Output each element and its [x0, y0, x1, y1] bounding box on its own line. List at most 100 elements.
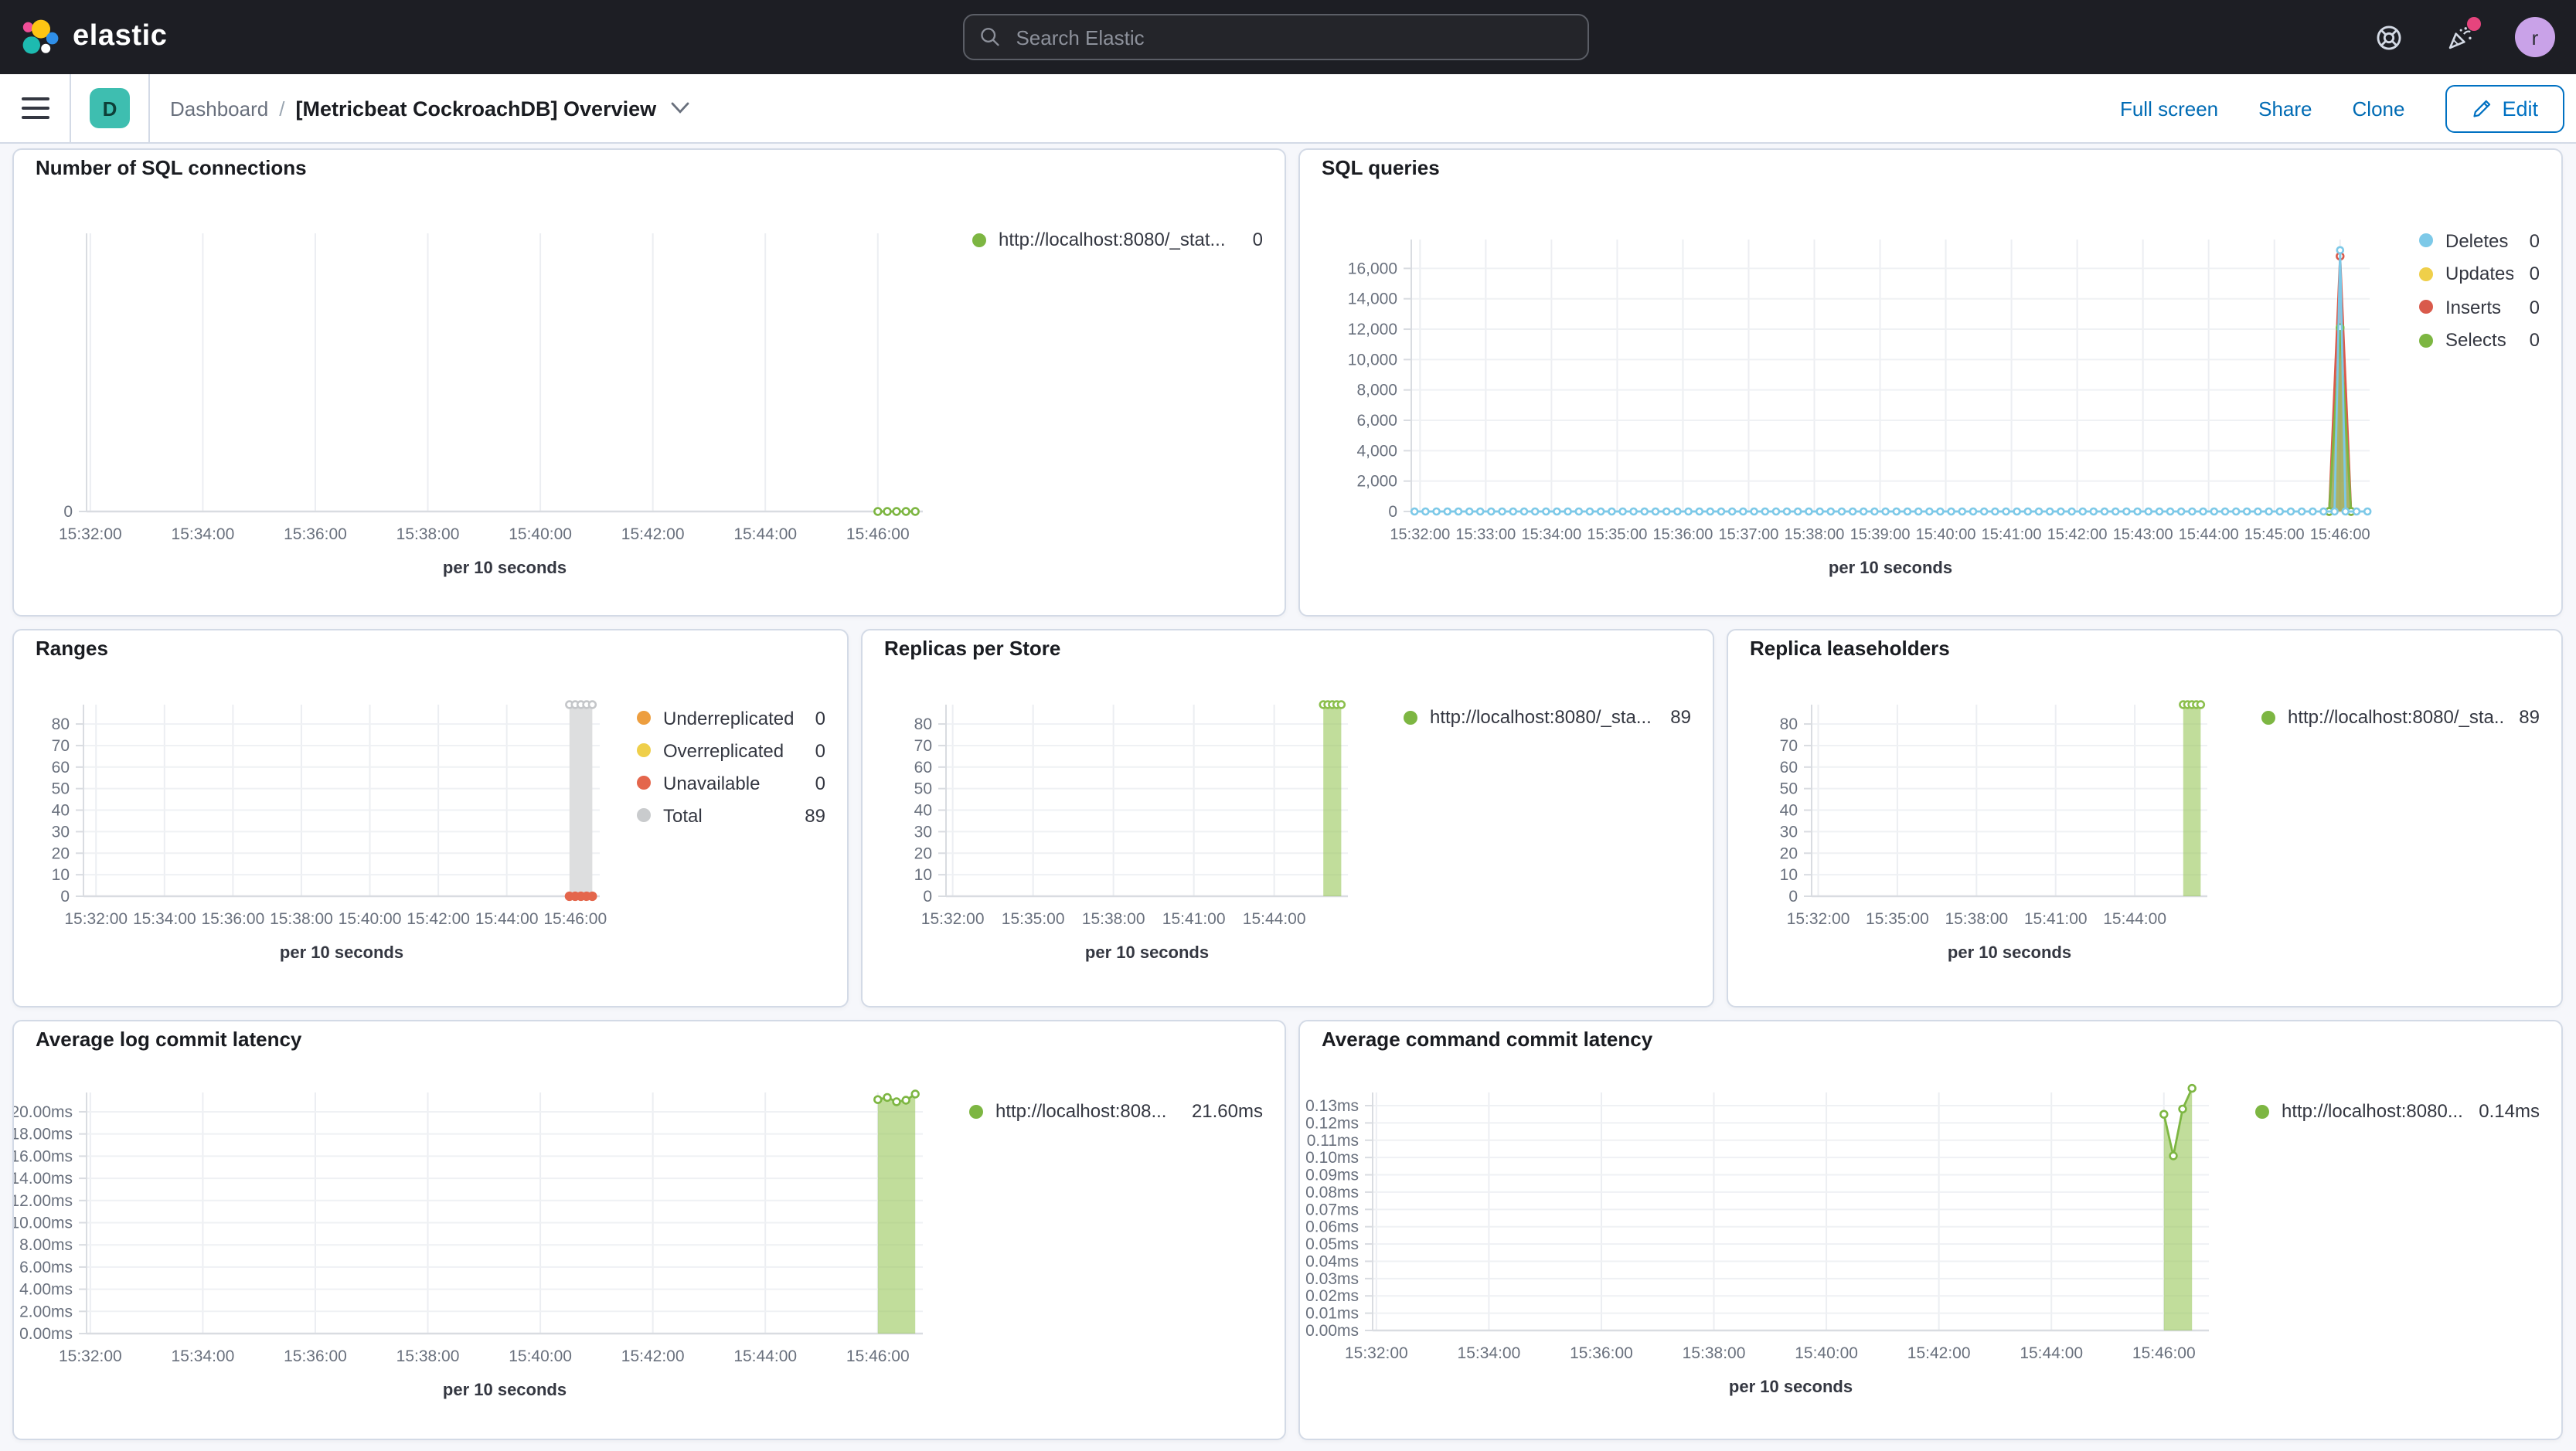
- global-search: [963, 14, 1589, 60]
- legend-value: 0.14ms: [2479, 1100, 2540, 1122]
- svg-text:15:38:00: 15:38:00: [270, 910, 333, 928]
- svg-text:10,000: 10,000: [1348, 351, 1397, 369]
- legend-color-dot: [2419, 233, 2433, 248]
- legend-label[interactable]: Total: [663, 804, 703, 826]
- svg-text:80: 80: [914, 715, 932, 733]
- legend-avg-log-commit-latency: http://localhost:808... 21.60ms: [969, 1096, 1263, 1126]
- svg-text:15:44:00: 15:44:00: [2179, 526, 2239, 543]
- user-avatar[interactable]: r: [2515, 17, 2555, 57]
- edit-button-label: Edit: [2502, 97, 2538, 120]
- panel-title-avg-log-commit-latency[interactable]: Average log commit latency: [36, 1028, 302, 1051]
- svg-text:80: 80: [1780, 715, 1798, 733]
- svg-text:15:32:00: 15:32:00: [1787, 910, 1850, 928]
- avatar-initial: r: [2531, 25, 2539, 49]
- legend-label[interactable]: Updates: [2445, 263, 2514, 285]
- breadcrumb-separator: /: [279, 97, 285, 120]
- svg-text:15:36:00: 15:36:00: [284, 525, 347, 543]
- global-header: elastic: [0, 0, 2576, 74]
- svg-text:80: 80: [52, 715, 70, 733]
- panel-title-ranges[interactable]: Ranges: [36, 637, 108, 660]
- svg-text:15:41:00: 15:41:00: [2024, 910, 2088, 928]
- chart-sql-queries: 0 2,000 4,000 6,000 8,000 10,000 12,000 14,000 1…: [1348, 240, 2372, 577]
- newsfeed-button[interactable]: [2444, 17, 2481, 53]
- legend-label[interactable]: http://localhost:8080/_sta...: [1430, 706, 1652, 728]
- svg-text:15:40:00: 15:40:00: [339, 910, 402, 928]
- chart-avg-log-commit-latency: 0.00ms 2.00ms 4.00ms 6.00ms 8.00ms 10.00ms 12.…: [14, 1089, 923, 1399]
- svg-text:20: 20: [1780, 844, 1798, 862]
- svg-text:15:36:00: 15:36:00: [202, 910, 265, 928]
- svg-text:per 10 seconds: per 10 seconds: [1948, 943, 2071, 962]
- full-screen-button[interactable]: Full screen: [2119, 97, 2219, 120]
- legend-label[interactable]: Unavailable: [663, 772, 761, 793]
- legend-label[interactable]: Inserts: [2445, 296, 2502, 318]
- legend-color-dot: [1404, 710, 1417, 724]
- menu-button[interactable]: [0, 74, 71, 142]
- title-menu-button[interactable]: [670, 102, 689, 114]
- share-button[interactable]: Share: [2258, 97, 2312, 120]
- svg-text:50: 50: [914, 780, 932, 798]
- chart-avg-command-commit-latency: 0.00ms0.01ms0.02ms0.03ms0.04ms0.05ms0.06…: [1305, 1083, 2209, 1396]
- svg-text:per 10 seconds: per 10 seconds: [1729, 1377, 1853, 1396]
- search-input[interactable]: [1012, 24, 1572, 50]
- space-badge-button[interactable]: D: [71, 74, 150, 142]
- svg-text:70: 70: [914, 737, 932, 755]
- svg-text:8.00ms: 8.00ms: [19, 1236, 73, 1254]
- chart-replicas-per-store: 0 10 20 30 40 50 60 70 80 15:32:00 15:35:00 15:38:0…: [914, 700, 1348, 962]
- svg-text:0.09ms: 0.09ms: [1305, 1167, 1359, 1184]
- edit-button[interactable]: Edit: [2445, 84, 2564, 132]
- legend-label[interactable]: http://localhost:8080/_stat...: [999, 229, 1226, 250]
- legend-row: Unavailable 0: [637, 766, 825, 799]
- svg-text:12,000: 12,000: [1348, 321, 1397, 338]
- svg-text:10: 10: [1780, 866, 1798, 884]
- legend-value: 0: [815, 707, 825, 729]
- panel-title-replicas-per-store[interactable]: Replicas per Store: [884, 637, 1061, 660]
- page-title: [Metricbeat CockroachDB] Overview: [295, 97, 657, 120]
- legend-row: http://localhost:8080/_sta... 89: [2261, 702, 2540, 732]
- svg-text:15:40:00: 15:40:00: [1916, 526, 1976, 543]
- svg-text:15:46:00: 15:46:00: [543, 910, 607, 928]
- panel-title-replica-leaseholders[interactable]: Replica leaseholders: [1750, 637, 1950, 660]
- svg-text:15:42:00: 15:42:00: [621, 1347, 685, 1365]
- panel-replica-leaseholders: Replica leaseholders 0 10 20 30 40 50 60 70 80 15:…: [1727, 629, 2563, 1008]
- clone-button[interactable]: Clone: [2352, 97, 2405, 120]
- elastic-home-link[interactable]: elastic: [0, 18, 168, 56]
- help-button[interactable]: [2373, 22, 2404, 53]
- chart-replica-leaseholders: 0 10 20 30 40 50 60 70 80 15:32:00 15:35:00 15:38:0…: [1780, 700, 2207, 962]
- svg-text:per 10 seconds: per 10 seconds: [1829, 558, 1952, 577]
- chart-sql-connections: 0 15:32:00 15:34:00 15:36:00 15:38:00 15:40:0…: [59, 233, 923, 577]
- svg-text:0.06ms: 0.06ms: [1305, 1218, 1359, 1236]
- legend-value: 21.60ms: [1191, 1100, 1263, 1122]
- svg-text:15:38:00: 15:38:00: [1785, 526, 1845, 543]
- legend-value: 0: [2529, 296, 2540, 318]
- elastic-logo-icon: [22, 19, 59, 53]
- svg-text:per 10 seconds: per 10 seconds: [443, 558, 567, 577]
- svg-text:15:42:00: 15:42:00: [407, 910, 470, 928]
- panel-title-avg-command-commit-latency[interactable]: Average command commit latency: [1322, 1028, 1653, 1051]
- legend-label[interactable]: http://localhost:8080/_sta...: [2288, 706, 2504, 728]
- svg-text:15:46:00: 15:46:00: [846, 1347, 910, 1365]
- legend-label[interactable]: http://localhost:808...: [995, 1100, 1167, 1122]
- svg-text:70: 70: [1780, 737, 1798, 755]
- panel-title-sql-connections[interactable]: Number of SQL connections: [36, 156, 307, 179]
- breadcrumb-dashboard-link[interactable]: Dashboard: [170, 97, 269, 120]
- svg-text:6,000: 6,000: [1356, 412, 1397, 430]
- legend-sql-queries: Deletes 0 Updates 0 Inserts 0 Selects 0: [2419, 224, 2540, 357]
- svg-text:15:44:00: 15:44:00: [2020, 1344, 2083, 1362]
- legend-label[interactable]: Selects: [2445, 329, 2506, 352]
- panel-title-sql-queries[interactable]: SQL queries: [1322, 156, 1440, 179]
- svg-text:10.00ms: 10.00ms: [14, 1214, 73, 1232]
- svg-text:15:34:00: 15:34:00: [133, 910, 196, 928]
- legend-value: 0: [815, 739, 825, 761]
- svg-text:per 10 seconds: per 10 seconds: [280, 943, 403, 962]
- svg-text:15:34:00: 15:34:00: [1458, 1344, 1521, 1362]
- legend-label[interactable]: Overreplicated: [663, 739, 784, 761]
- svg-text:15:38:00: 15:38:00: [1683, 1344, 1746, 1362]
- svg-text:0: 0: [60, 888, 70, 906]
- legend-label[interactable]: Underreplicated: [663, 707, 795, 729]
- legend-label[interactable]: http://localhost:8080...: [2282, 1100, 2463, 1122]
- legend-row: Overreplicated 0: [637, 734, 825, 766]
- svg-text:0.13ms: 0.13ms: [1305, 1097, 1359, 1115]
- svg-text:15:41:00: 15:41:00: [1982, 526, 2042, 543]
- svg-text:15:43:00: 15:43:00: [2113, 526, 2173, 543]
- legend-label[interactable]: Deletes: [2445, 229, 2509, 252]
